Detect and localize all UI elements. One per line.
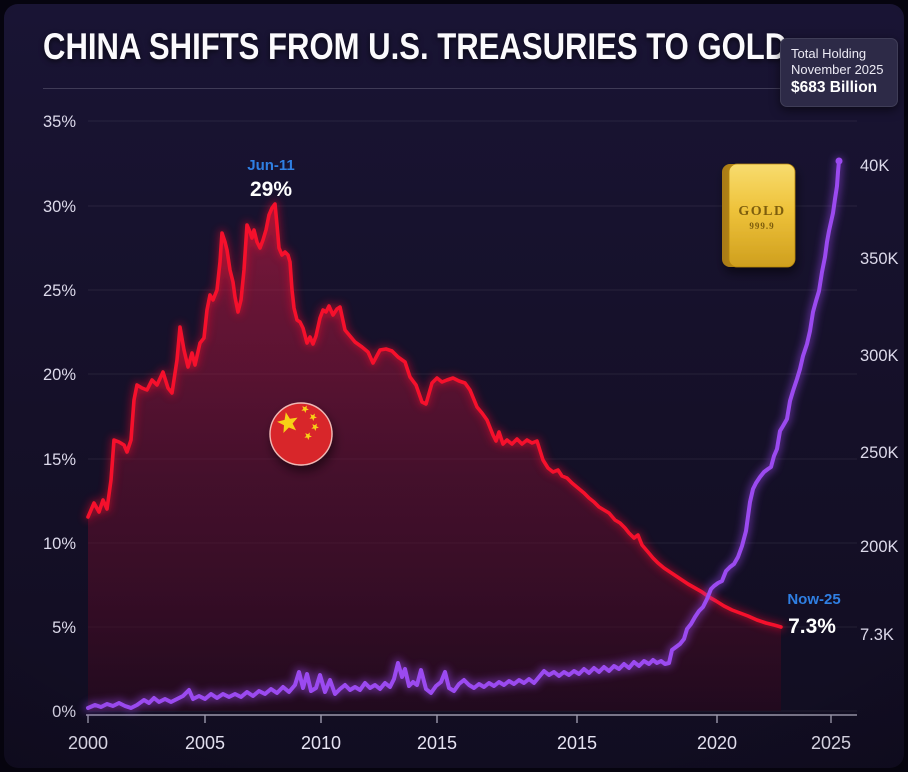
gold-bar-icon: GOLD 999.9: [722, 163, 796, 268]
annotation-end-date: Now-25: [787, 591, 840, 608]
gold-line-endpoint: [835, 157, 843, 165]
right-axis-tick-label: 7.3K: [860, 626, 894, 644]
badge-line1: Total Holding: [791, 46, 867, 61]
treasuries-area-fill: [88, 204, 781, 711]
right-axis-tick-label: 40K: [860, 157, 889, 175]
x-axis-tick-label: 2010: [301, 733, 341, 753]
total-holding-badge: Total Holding November 2025 $683 Billion: [780, 38, 898, 107]
left-axis-tick-label: 20%: [43, 366, 76, 384]
left-axis-tick-label: 30%: [43, 198, 76, 216]
badge-line2: November 2025: [791, 62, 884, 77]
left-axis-labels: 35% 30% 25% 20% 15% 10% 5% 0%: [43, 113, 76, 721]
annotation-peak-value: 29%: [250, 178, 292, 201]
x-axis: 2000 2005 2010 2015 2015 2020 2025: [68, 714, 857, 753]
left-axis-tick-label: 0%: [52, 703, 76, 721]
gold-bar-purity-text: 999.9: [749, 221, 774, 231]
right-axis-tick-label: 350K: [860, 250, 899, 268]
gold-bar-text: GOLD: [738, 204, 785, 219]
left-axis-tick-label: 35%: [43, 113, 76, 131]
annotation-end-value: 7.3%: [788, 615, 836, 638]
x-axis-tick-label: 2015: [417, 733, 457, 753]
page-title: CHINA SHIFTS FROM U.S. TREASURIES TO GOL…: [43, 26, 788, 67]
right-axis-tick-label: 200K: [860, 538, 899, 556]
left-axis-tick-label: 10%: [43, 535, 76, 553]
left-axis-tick-label: 15%: [43, 451, 76, 469]
x-axis-tick-label: 2025: [811, 733, 851, 753]
x-axis-tick-label: 2015: [557, 733, 597, 753]
x-axis-tick-label: 2020: [697, 733, 737, 753]
title-divider: [43, 88, 784, 89]
left-axis-tick-label: 5%: [52, 619, 76, 637]
right-axis-tick-label: 250K: [860, 444, 899, 462]
x-axis-tick-label: 2005: [185, 733, 225, 753]
right-axis-labels: 40K 350K 300K 250K 200K 7.3K: [860, 157, 899, 644]
left-axis-tick-label: 25%: [43, 282, 76, 300]
annotation-peak-date: Jun-11: [247, 157, 295, 174]
badge-line3: $683 Billion: [791, 79, 878, 96]
treasuries-series: [84, 200, 785, 711]
x-axis-tick-label: 2000: [68, 733, 108, 753]
china-flag-icon: [269, 402, 333, 466]
right-axis-tick-label: 300K: [860, 347, 899, 365]
